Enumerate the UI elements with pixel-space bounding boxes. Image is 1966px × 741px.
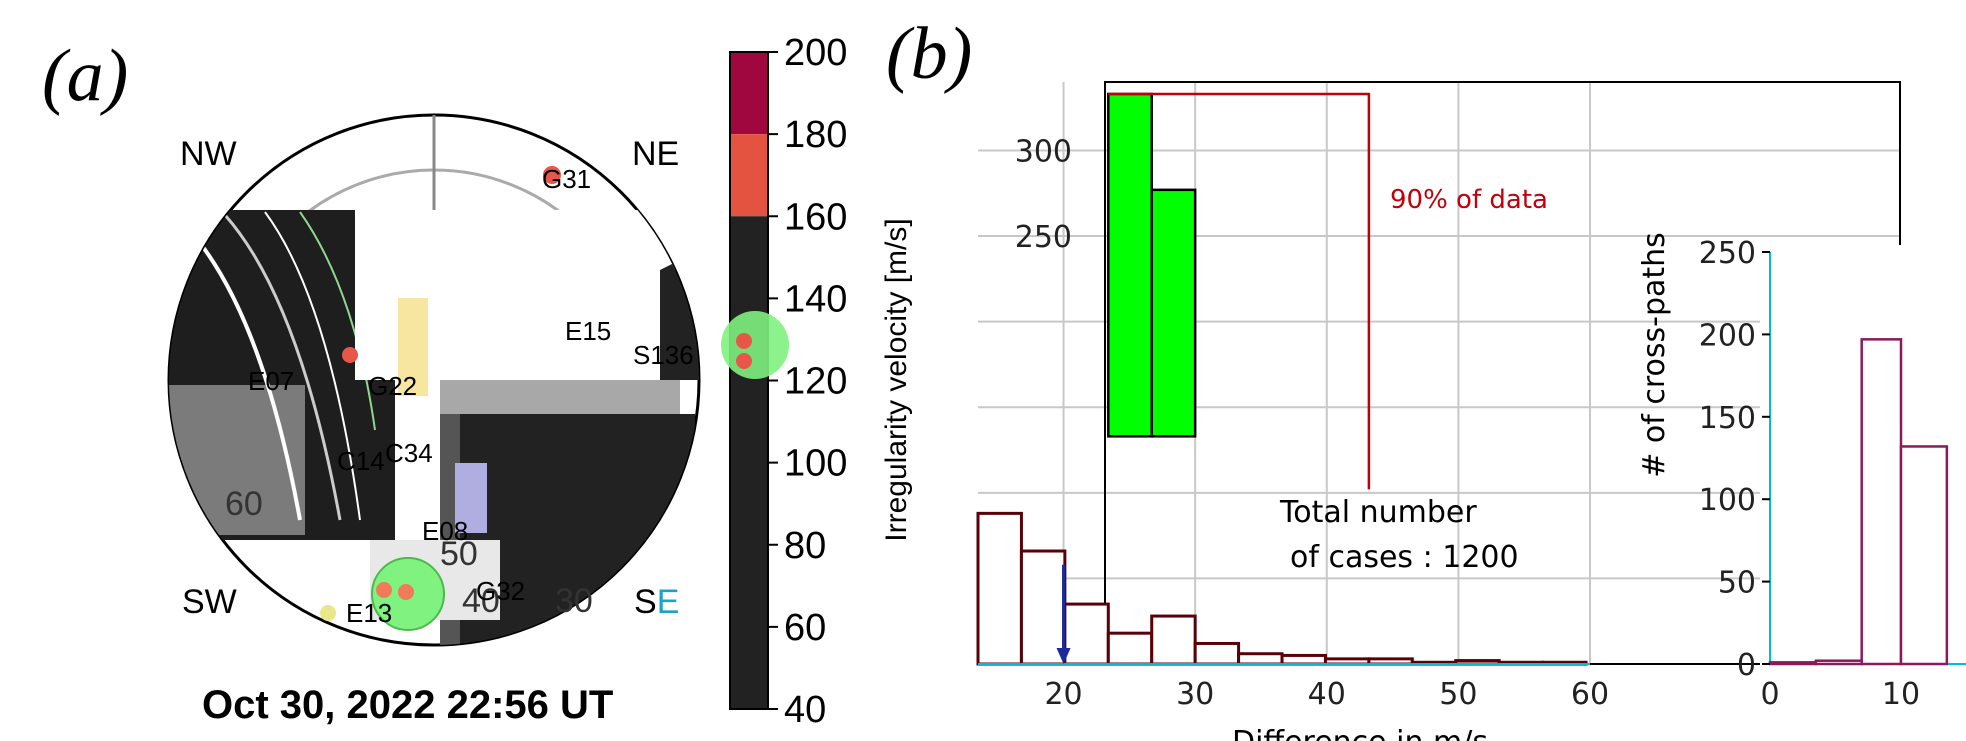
histogram-secondary: 0 50 100 150 200 250 0 10 # of cross-paths [1637,232,1966,712]
panel-b: (b) 20 30 40 50 60 250 300 90% of data Total n… [886,13,1966,741]
secondary-x-tick-label-10: 10 [1882,677,1920,712]
colorbar-title: Irregularity velocity [m/s] [880,218,913,541]
y-tick-label-300: 300 [1015,134,1072,169]
satellite-label-e08: E08 [422,516,468,546]
direction-nw: NW [180,135,237,173]
histogram-bar-1 [1019,549,1067,666]
histogram-secondary-ticks: 0 50 100 150 200 250 0 10 [1699,236,1920,712]
satellite-marker-e13 [320,605,336,621]
x-tick-label-50: 50 [1439,677,1477,712]
colorbar-segment-0 [730,52,768,135]
colorbar-tick-label-120: 120 [784,361,847,403]
secondary-y-tick-label-200: 200 [1699,318,1756,353]
direction-se: SE [634,583,679,621]
secondary-y-tick-label-100: 100 [1699,483,1756,518]
histogram-bar-6 [1237,652,1284,666]
satellite-label-g31: G31 [542,164,591,194]
satellite-marker-g32-a [376,582,392,598]
histogram-main-bars [976,511,1590,666]
x-tick-label-40: 40 [1308,677,1346,712]
secondary-bar-1 [1814,659,1863,666]
colorbar-segment-2 [730,216,768,709]
histogram-secondary-ylabel: # of cross-paths [1637,232,1672,478]
marker-arrow [1056,564,1071,664]
annotation-total-line2: of cases : 1200 [1290,540,1519,575]
panel-a-label: (a) [42,35,128,117]
colorbar-overlay-circle [721,311,789,379]
histogram-main-highlight-bars [1107,92,1197,438]
marker-arrow-head [1056,648,1071,664]
colorbar-tick-label-100: 100 [784,443,847,485]
satellite-label-c34: C34 [385,438,433,468]
histogram-bar-0 [976,511,1023,666]
annotation-total-line1: Total number [1279,495,1477,530]
secondary-y-tick-label-150: 150 [1699,401,1756,436]
secondary-bar-0 [1768,661,1818,666]
skymap-dome [305,115,563,212]
secondary-bar-2 [1860,338,1903,666]
ring-label-30: 30 [555,582,593,620]
colorbar-tick-label-40: 40 [784,689,826,731]
direction-se-e: E [657,583,680,621]
histogram-bar-2 [1063,602,1110,666]
secondary-y-tick-label-50: 50 [1718,566,1756,601]
satellite-label-g32: G32 [476,576,525,606]
skymap-yellow-bar [398,298,428,396]
satellite-label-e07: E07 [248,366,294,396]
colorbar-overlay-marker-a [736,333,752,349]
colorbar-tick-label-60: 60 [784,607,826,649]
ring-label-40: 40 [462,582,500,620]
y-tick-label-250: 250 [1015,220,1072,255]
direction-ne: NE [632,135,679,173]
highlight-bar-0 [1107,92,1153,438]
x-tick-label-30: 30 [1176,677,1214,712]
colorbar-tick-label-180: 180 [784,114,847,156]
satellite-label-s136: S136 [633,340,694,370]
satellite-label-e15: E15 [565,316,611,346]
panel-b-label: (b) [886,13,972,95]
ring-label-50: 50 [440,535,478,573]
ring-label-60: 60 [225,485,263,523]
colorbar-tick-label-80: 80 [784,525,826,567]
direction-sw: SW [182,583,237,621]
satellite-marker-g32-b [398,584,414,600]
satellite-label-g22: G22 [368,371,417,401]
histogram-bar-5 [1193,641,1241,666]
histogram-bar-3 [1106,631,1154,666]
x-tick-label-60: 60 [1571,677,1609,712]
satellite-marker-g31 [543,166,561,184]
secondary-bar-3 [1899,445,1949,666]
colorbar-segment-1 [730,134,768,217]
timestamp: Oct 30, 2022 22:56 UT [202,683,613,727]
satellite-label-e13: E13 [346,598,392,628]
secondary-y-tick-label-250: 250 [1699,236,1756,271]
histogram-bar-4 [1150,614,1197,666]
histogram-main-ticks: 20 30 40 50 60 250 300 [1015,134,1609,712]
colorbar-tick-label-140: 140 [784,278,847,320]
secondary-x-tick-label-0: 0 [1760,677,1779,712]
highlight-bar-1 [1150,188,1197,438]
direction-se-s: S [634,583,657,621]
threshold-line [1108,92,1371,490]
threshold-label: 90% of data [1390,185,1548,215]
colorbar-tick-label-200: 200 [784,32,847,74]
satellite-marker-g22 [342,347,358,363]
histogram-secondary-bars [1768,338,1949,666]
panel-a: (a) [42,32,913,731]
colorbar: Irregularity velocity [m/s] 200 180 160 140… [721,32,913,731]
histogram-bar-7 [1280,653,1327,666]
skymap-gray-band [440,380,680,414]
histogram-main-xlabel: Difference in m/s [1232,725,1488,741]
skymap: NW NE SW SE 60 50 40 30 G31 E15 S136 G22… [167,113,701,647]
colorbar-tick-label-160: 160 [784,196,847,238]
satellite-label-c14: C14 [337,446,385,476]
colorbar-overlay-marker-b [736,353,752,369]
skymap-purple-bar [455,463,487,533]
x-tick-label-20: 20 [1044,677,1082,712]
secondary-y-tick-label-0: 0 [1737,648,1756,683]
